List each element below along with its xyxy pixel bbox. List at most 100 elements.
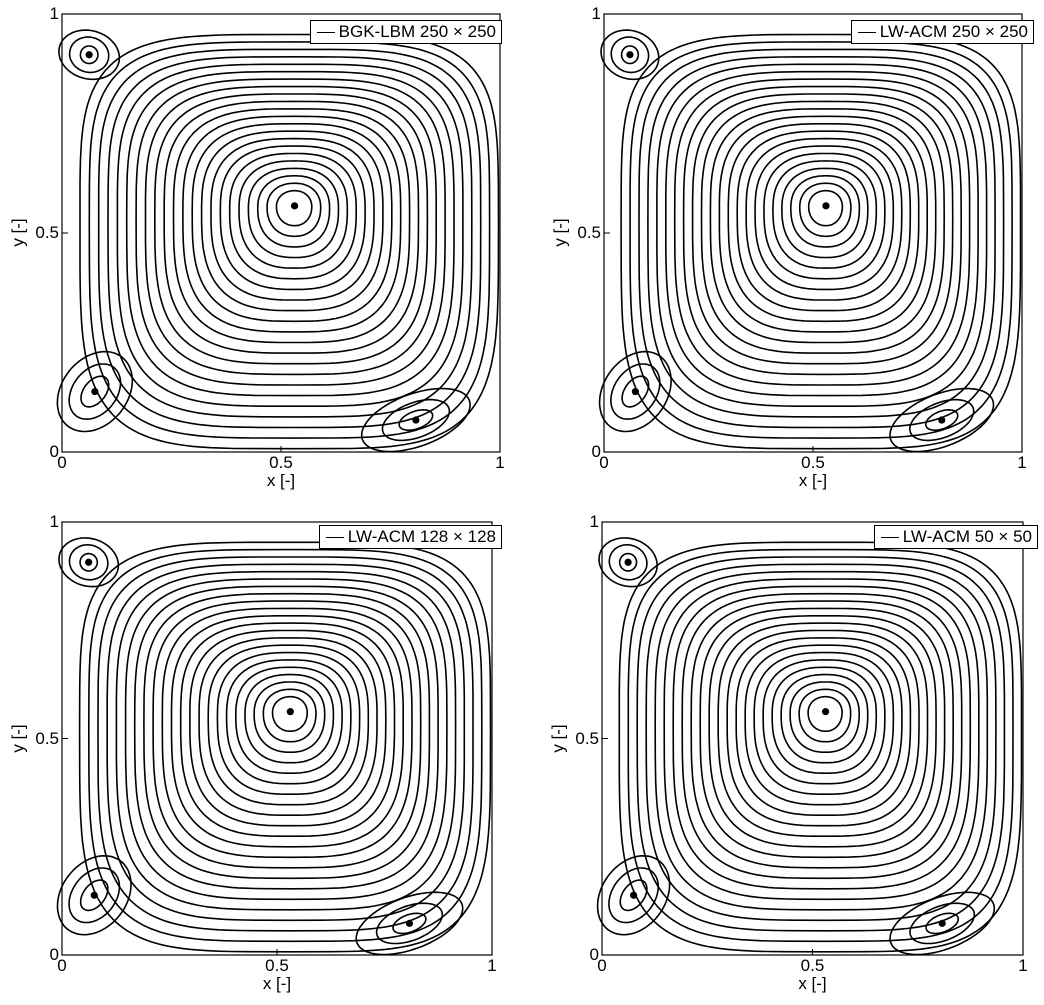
- eddy-streamline: [925, 408, 959, 431]
- streamline: [663, 578, 980, 901]
- streamline: [772, 160, 878, 269]
- legend-line-icon: [857, 31, 876, 33]
- eddy-streamline: [620, 45, 640, 65]
- streamline: [172, 108, 411, 344]
- streamline: [647, 55, 996, 418]
- streamline: [700, 100, 946, 354]
- streamline: [780, 673, 869, 764]
- legend-line-icon: [325, 536, 344, 538]
- y-tick-label: 0: [589, 945, 599, 964]
- streamline: [638, 48, 1005, 429]
- streamline: [271, 695, 308, 732]
- streamline: [125, 70, 455, 397]
- legend: LW-ACM 250 × 250: [850, 20, 1034, 44]
- streamline: [219, 145, 366, 291]
- vortex-center-top-left: [85, 51, 93, 59]
- eddy-streamline: [610, 363, 661, 420]
- streamline: [97, 556, 474, 932]
- streamline-plot: [598, 13, 1023, 453]
- chart-panel-lwacm-250: LW-ACM 250 × 250 0 0 0.5 0.5 1 1 x [-] y [-]: [522, 0, 1044, 502]
- streamline: [629, 41, 1013, 439]
- y-tick-label: 1: [49, 512, 59, 531]
- streamline: [798, 688, 852, 743]
- streamline-plot: [56, 521, 493, 956]
- primary-vortex-streamlines: [56, 537, 492, 956]
- x-tick-label: 0.5: [269, 453, 293, 472]
- eddy-streamline: [608, 867, 659, 924]
- streamline: [745, 137, 903, 301]
- streamline: [681, 592, 963, 880]
- eddy-streamline: [56, 350, 134, 433]
- streamline: [690, 600, 955, 869]
- legend: BGK-LBM 250 × 250: [309, 20, 502, 44]
- vortex-center-bottom-right: [412, 416, 420, 424]
- x-tick-label: 1: [1017, 453, 1027, 472]
- streamline: [275, 189, 313, 227]
- legend-line-icon: [880, 536, 899, 538]
- streamline: [210, 137, 375, 301]
- primary-vortex-streamlines: [596, 537, 1023, 956]
- eddy-streamline: [909, 902, 976, 945]
- streamline: [620, 33, 1022, 450]
- vortex-center-bottom-left: [90, 891, 98, 899]
- eddy-streamline: [608, 544, 648, 581]
- streamline: [253, 681, 326, 753]
- streamline: [807, 695, 843, 732]
- streamline: [781, 167, 869, 259]
- x-axis-label: x [-]: [798, 974, 827, 993]
- streamline: [627, 548, 1014, 943]
- x-tick-label: 1: [495, 453, 505, 472]
- eddy-streamline: [598, 350, 672, 433]
- streamline: [718, 115, 928, 333]
- x-axis-label: x [-]: [266, 471, 296, 490]
- streamline: [266, 182, 322, 238]
- streamline: [654, 570, 989, 911]
- streamline: [645, 563, 997, 922]
- legend: LW-ACM 128 × 128: [318, 525, 502, 549]
- eddy-streamline: [68, 36, 110, 74]
- vortex-center-top-left: [85, 558, 93, 566]
- x-tick-label: 0: [57, 956, 67, 975]
- streamline: [216, 651, 361, 795]
- eddy-streamline: [80, 375, 110, 408]
- vortex-center-primary: [286, 708, 294, 716]
- y-axis-label: y [-]: [548, 723, 568, 753]
- streamline: [618, 541, 1023, 953]
- vortex-center-primary: [290, 202, 299, 210]
- eddy-streamline: [360, 387, 471, 453]
- chart-panel-lwacm-128: LW-ACM 128 × 128 0 0 0.5 0.5 1 1 x [-] y [-]: [0, 502, 522, 1005]
- y-tick-label: 0.5: [35, 223, 59, 242]
- streamline: [116, 63, 464, 407]
- streamline: [115, 570, 457, 911]
- streamline: [727, 123, 920, 323]
- vortex-center-primary: [821, 708, 830, 716]
- streamline: [665, 70, 979, 397]
- y-tick-label: 1: [591, 4, 601, 23]
- y-axis-label: y [-]: [8, 723, 28, 753]
- streamline: [699, 607, 946, 859]
- x-tick-label: 0.5: [265, 956, 289, 975]
- streamline: [87, 548, 483, 943]
- x-tick-label: 1: [487, 956, 497, 975]
- x-tick-label: 0.5: [801, 453, 825, 472]
- streamline: [807, 189, 844, 227]
- streamline: [736, 130, 912, 312]
- streamline: [189, 629, 387, 827]
- x-tick-label: 0: [599, 453, 609, 472]
- eddy-streamline: [619, 879, 648, 912]
- streamline: [753, 651, 895, 795]
- streamline: [179, 622, 396, 837]
- eddy-streamline: [375, 902, 444, 945]
- eddy-streamline: [610, 36, 650, 74]
- vortex-center-bottom-right: [938, 919, 946, 927]
- eddy-streamline: [79, 552, 99, 572]
- streamline: [143, 592, 431, 880]
- eddy-streamline: [58, 537, 120, 588]
- vortex-center-top-left: [626, 51, 634, 59]
- streamline: [200, 130, 384, 312]
- streamline: [106, 563, 466, 922]
- streamline: [790, 175, 861, 248]
- eddy-streamline: [56, 854, 132, 936]
- streamline: [152, 600, 422, 869]
- streamline: [88, 41, 491, 439]
